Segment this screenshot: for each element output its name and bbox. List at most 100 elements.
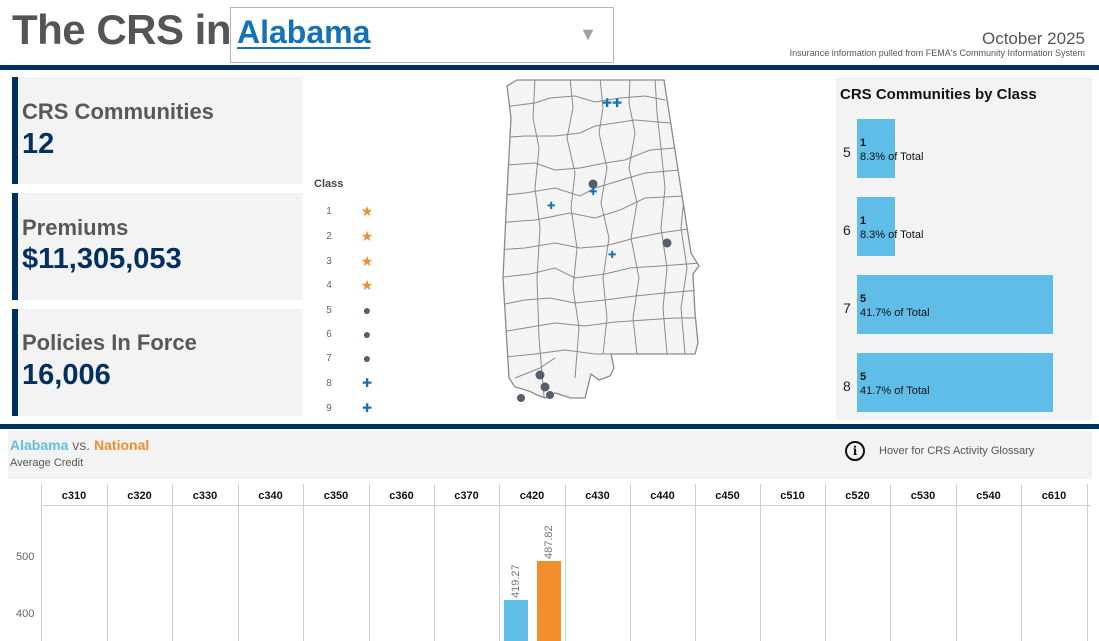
star-icon: ★ <box>360 228 374 244</box>
circle-icon: ● <box>362 350 372 366</box>
y-tick-label: 500 <box>16 551 35 563</box>
chevron-down-icon[interactable]: ▼ <box>579 24 597 44</box>
column-header: c440 <box>650 490 675 502</box>
class-pct: 41.7% of Total <box>860 307 930 319</box>
class-count: 1 <box>860 215 867 227</box>
circle-icon <box>517 394 525 402</box>
circle-icon <box>535 370 545 380</box>
class-count: 5 <box>860 371 867 383</box>
gridline <box>1021 484 1022 641</box>
state-legend-label: Alabama <box>10 437 69 453</box>
activity-credit-chart: c310 c320 c330 c340 c350 c360 c370 c420 … <box>0 484 1099 641</box>
column-header: c450 <box>715 490 740 502</box>
info-icon[interactable]: i <box>845 441 865 461</box>
gridline <box>41 484 42 641</box>
legend-class: 6 <box>326 329 332 340</box>
gridline <box>434 484 435 641</box>
legend-class: 3 <box>326 256 332 267</box>
gridline <box>956 484 957 641</box>
kpi-value: $11,305,053 <box>22 243 182 275</box>
plus-icon: ✚✚ <box>602 96 622 110</box>
class-label: 8 <box>843 378 851 394</box>
gridline <box>890 484 891 641</box>
class-count: 1 <box>860 137 867 149</box>
state-dropdown[interactable]: Alabama ▼ <box>230 7 614 63</box>
column-header: c610 <box>1041 490 1067 502</box>
class-label: 5 <box>843 144 851 160</box>
glossary-hover-link[interactable]: Hover for CRS Activity Glossary <box>879 445 1035 457</box>
class-bar-6[interactable]: 1 8.3% of Total <box>857 197 923 256</box>
legend-class: 8 <box>326 378 332 389</box>
plus-icon: ✚ <box>361 401 373 415</box>
page-title: The CRS in <box>12 6 232 53</box>
column-header: c330 <box>192 490 218 502</box>
section-divider <box>0 424 1099 429</box>
kpi-label: CRS Communities <box>22 99 214 124</box>
star-icon: ★ <box>360 253 374 269</box>
gridline <box>303 484 304 641</box>
gridline <box>825 484 826 641</box>
report-date: October 2025 <box>981 29 1085 48</box>
state-dropdown-value: Alabama <box>237 14 371 50</box>
gridline <box>172 484 173 641</box>
gridline <box>238 484 239 641</box>
kpi-card-communities: CRS Communities 12 <box>12 77 303 184</box>
plus-icon: ✚ <box>361 376 373 390</box>
column-header: c350 <box>323 490 349 502</box>
plus-icon: ✚ <box>547 201 555 212</box>
source-note: Insurance information pulled from FEMA's… <box>789 48 1085 58</box>
kpi-value: 16,006 <box>22 359 111 391</box>
national-legend-label: National <box>94 437 150 453</box>
legend-class: 1 <box>326 206 332 217</box>
bar-national-c420[interactable] <box>537 561 561 641</box>
header-divider <box>0 65 1099 70</box>
column-header: c540 <box>976 490 1001 502</box>
kpi-card-policies: Policies In Force 16,006 <box>12 309 303 416</box>
gridline <box>695 484 696 641</box>
column-header: c310 <box>61 490 87 502</box>
gridline <box>1087 484 1088 641</box>
bar-value-label: 487.82 <box>543 525 555 559</box>
legend-class: 4 <box>326 280 332 291</box>
class-label: 7 <box>843 300 851 316</box>
star-icon: ★ <box>360 203 374 219</box>
bar-alabama-c420[interactable] <box>504 600 528 641</box>
kpi-value: 12 <box>22 128 55 160</box>
plus-icon: ✚ <box>608 250 616 261</box>
kpi-label: Policies In Force <box>22 330 197 355</box>
column-header: c530 <box>910 490 936 502</box>
circle-icon <box>588 179 598 189</box>
column-header: c430 <box>585 490 610 502</box>
comparison-subtitle: Average Credit <box>10 457 84 469</box>
circle-icon <box>540 382 550 392</box>
circle-icon <box>546 391 554 399</box>
column-header: c510 <box>780 490 805 502</box>
kpi-card-premiums: Premiums $11,305,053 <box>12 193 303 300</box>
circle-icon: ● <box>362 302 372 318</box>
class-pct: 41.7% of Total <box>860 385 930 397</box>
column-header: c360 <box>389 490 414 502</box>
gridline <box>630 484 631 641</box>
column-header: c340 <box>258 490 283 502</box>
gridline <box>369 484 370 641</box>
class-bar-5[interactable]: 1 8.3% of Total <box>857 119 923 178</box>
gridline <box>499 484 500 641</box>
circle-icon: ● <box>362 326 372 342</box>
class-pct: 8.3% of Total <box>860 229 924 241</box>
star-icon: ★ <box>360 277 374 293</box>
class-pct: 8.3% of Total <box>860 151 924 163</box>
y-tick-label: 400 <box>16 608 35 620</box>
column-header: c520 <box>845 490 870 502</box>
comparison-title: Alabama vs. National <box>10 437 149 453</box>
county-borders <box>503 80 699 398</box>
legend-class: 5 <box>326 305 332 316</box>
class-chart-title: CRS Communities by Class <box>840 86 1037 103</box>
class-bar-7[interactable]: 5 41.7% of Total <box>857 275 1053 334</box>
alabama-map[interactable]: ✚✚ ✚ ✚ ✚ <box>495 78 705 408</box>
column-header: c420 <box>519 490 545 502</box>
comparison-header-panel <box>8 431 1092 479</box>
legend-class: 7 <box>326 353 332 364</box>
circle-icon <box>662 238 672 248</box>
state-outline <box>502 79 700 399</box>
class-bar-8[interactable]: 5 41.7% of Total <box>857 353 1053 412</box>
